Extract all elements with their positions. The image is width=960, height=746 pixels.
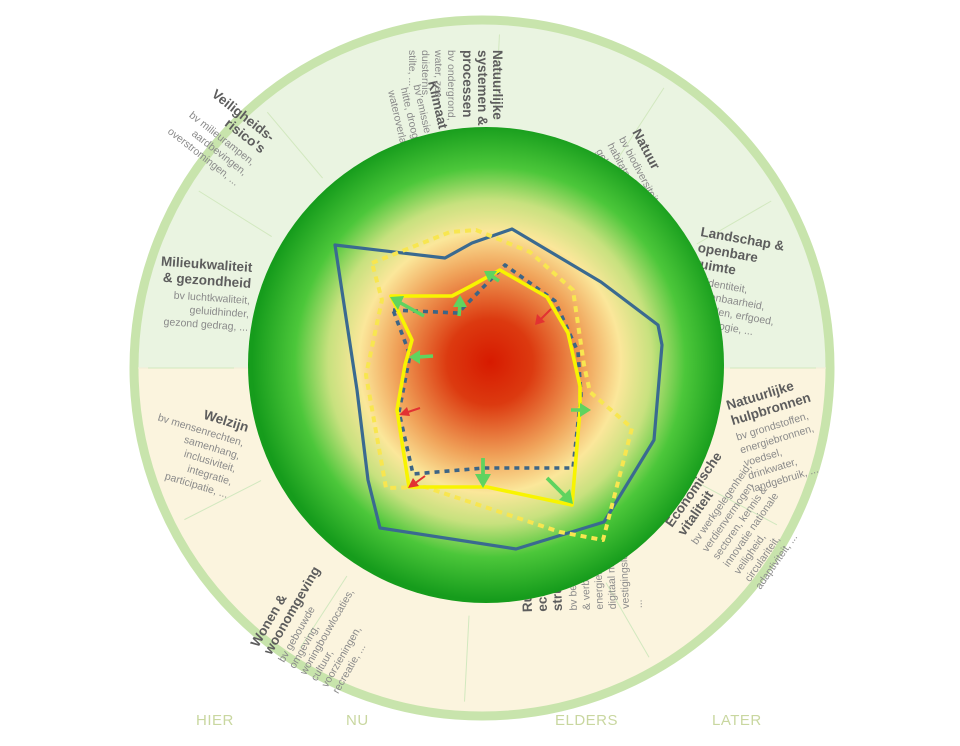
green-arrow <box>390 296 425 318</box>
green-arrow <box>453 295 467 317</box>
separator-line <box>266 111 323 179</box>
segment-description: geluidhinder, <box>189 304 249 320</box>
footer-nu: NU <box>346 712 369 729</box>
segment-description: water, zee, <box>432 49 444 101</box>
separator-line <box>616 87 665 161</box>
red-arrow <box>399 407 421 416</box>
segment-description: duisternis, <box>419 50 431 98</box>
green-arrow <box>484 271 500 283</box>
separator-line <box>494 34 500 121</box>
separator-line <box>700 483 778 526</box>
separator-line <box>605 582 650 658</box>
green-arrow <box>571 403 591 417</box>
segment-title: & gezondheid <box>162 270 251 291</box>
segment-description: bv ondergrond, <box>445 50 457 121</box>
segment-description: stilte, ... <box>406 50 418 86</box>
separator-line <box>299 575 348 649</box>
footer-elders: ELDERS <box>555 712 619 729</box>
red-arrow <box>535 308 552 325</box>
footer-hier: HIER <box>196 712 234 729</box>
change-arrows <box>390 271 591 504</box>
inner-disk <box>248 127 724 603</box>
red-arrow <box>408 475 426 488</box>
segment-title: Milieukwaliteit <box>160 254 253 275</box>
green-arrow <box>409 350 434 364</box>
segment-title: processen <box>460 50 475 118</box>
segment-title: Natuurlijke <box>490 50 505 120</box>
separator-line <box>464 615 470 702</box>
navy-solid-polygon <box>333 227 664 551</box>
segment-title: systemen & <box>475 50 490 126</box>
green-arrow <box>475 458 491 488</box>
separator-line <box>198 190 272 238</box>
segment-description: gezond gedrag, ... <box>163 316 248 334</box>
segment-description: bv luchtkwaliteit, <box>173 290 250 307</box>
ring-border <box>129 15 835 721</box>
segment-separators <box>148 34 816 702</box>
separator-line <box>696 200 772 245</box>
segment-description: ... <box>633 599 645 608</box>
footer-later: LATER <box>712 712 762 729</box>
green-arrow <box>545 476 573 504</box>
separator-line <box>184 480 262 521</box>
